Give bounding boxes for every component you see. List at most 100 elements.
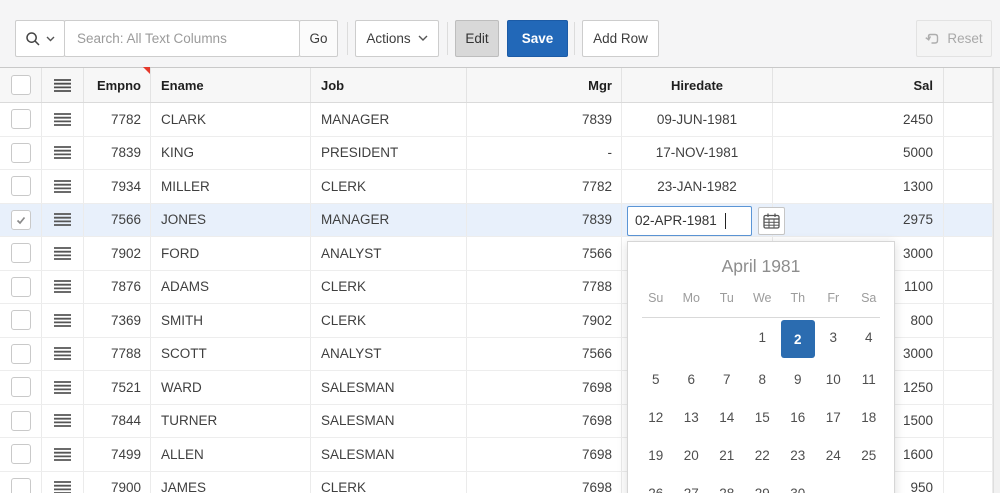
row-select-cell[interactable] <box>0 170 42 203</box>
cell-job[interactable]: CLERK <box>311 304 467 337</box>
day-cell[interactable]: 22 <box>754 447 770 463</box>
day-cell[interactable]: 24 <box>825 447 841 463</box>
cell-mgr[interactable]: 7839 <box>467 103 622 136</box>
row-checkbox[interactable] <box>10 444 31 465</box>
row-drag-cell[interactable] <box>42 304 84 337</box>
table-row[interactable]: 7782 CLARK MANAGER 7839 09-JUN-1981 2450 <box>0 103 993 137</box>
row-drag-cell[interactable] <box>42 103 84 136</box>
day-cell[interactable]: 30 <box>790 485 806 493</box>
cell-sal[interactable]: 1300 <box>773 170 944 203</box>
day-cell[interactable]: 23 <box>790 447 806 463</box>
row-checkbox[interactable] <box>10 243 31 264</box>
cell-empno[interactable]: 7566 <box>84 203 151 236</box>
cell-ename[interactable]: SMITH <box>151 304 311 337</box>
cell-sal[interactable]: 5000 <box>773 136 944 169</box>
row-select-cell[interactable] <box>0 471 42 493</box>
row-checkbox[interactable] <box>10 209 31 230</box>
row-drag-cell[interactable] <box>42 237 84 270</box>
cell-job[interactable]: SALESMAN <box>311 371 467 404</box>
row-checkbox[interactable] <box>10 343 31 364</box>
cell-hiredate[interactable]: 09-JUN-1981 <box>622 103 773 136</box>
row-checkbox[interactable] <box>10 176 31 197</box>
cell-ename[interactable]: SCOTT <box>151 337 311 370</box>
cell-mgr[interactable]: 7788 <box>467 270 622 303</box>
row-drag-cell[interactable] <box>42 270 84 303</box>
row-select-cell[interactable] <box>0 371 42 404</box>
cell-ename[interactable]: JAMES <box>151 471 311 493</box>
day-cell[interactable]: 14 <box>719 409 735 425</box>
day-cell[interactable]: 9 <box>793 371 802 387</box>
row-drag-cell[interactable] <box>42 371 84 404</box>
row-checkbox[interactable] <box>10 477 31 493</box>
day-cell[interactable]: 3 <box>829 329 837 345</box>
day-cell[interactable]: 7 <box>722 371 731 387</box>
select-all-header[interactable] <box>0 68 42 102</box>
cell-ename[interactable]: FORD <box>151 237 311 270</box>
cell-empno[interactable]: 7782 <box>84 103 151 136</box>
day-cell[interactable]: 8 <box>758 371 766 387</box>
row-drag-cell[interactable] <box>42 170 84 203</box>
cell-empno[interactable]: 7788 <box>84 337 151 370</box>
hiredate-edit-input[interactable] <box>627 205 752 236</box>
day-cell[interactable]: 20 <box>683 447 699 463</box>
row-select-cell[interactable] <box>0 438 42 471</box>
cell-mgr[interactable]: 7839 <box>467 203 622 236</box>
add-row-button[interactable]: Add Row <box>582 20 659 57</box>
column-header-sal[interactable]: Sal <box>773 68 944 102</box>
row-checkbox[interactable] <box>10 310 31 331</box>
save-button[interactable]: Save <box>507 20 568 57</box>
cell-empno[interactable]: 7521 <box>84 371 151 404</box>
reset-button[interactable]: Reset <box>916 20 992 57</box>
cell-job[interactable]: CLERK <box>311 170 467 203</box>
cell-mgr[interactable]: 7698 <box>467 471 622 493</box>
column-header-job[interactable]: Job <box>311 68 467 102</box>
row-select-cell[interactable] <box>0 404 42 437</box>
day-cell[interactable]: 15 <box>754 409 770 425</box>
row-drag-cell[interactable] <box>42 404 84 437</box>
day-cell[interactable]: 29 <box>754 485 770 493</box>
row-drag-cell[interactable] <box>42 337 84 370</box>
table-row[interactable]: 7934 MILLER CLERK 7782 23-JAN-1982 1300 <box>0 170 993 204</box>
cell-job[interactable]: PRESIDENT <box>311 136 467 169</box>
cell-ename[interactable]: TURNER <box>151 404 311 437</box>
column-header-mgr[interactable]: Mgr <box>467 68 622 102</box>
column-header-empno[interactable]: Empno <box>84 67 151 102</box>
day-cell[interactable]: 19 <box>648 447 664 463</box>
cell-job[interactable]: ANALYST <box>311 237 467 270</box>
day-cell[interactable]: 18 <box>861 409 877 425</box>
cell-mgr[interactable]: 7902 <box>467 304 622 337</box>
cell-ename[interactable]: CLARK <box>151 103 311 136</box>
row-select-cell[interactable] <box>0 237 42 270</box>
row-select-cell[interactable] <box>0 304 42 337</box>
row-select-cell[interactable] <box>0 103 42 136</box>
cell-ename[interactable]: ALLEN <box>151 438 311 471</box>
row-checkbox[interactable] <box>10 410 31 431</box>
cell-empno[interactable]: 7499 <box>84 438 151 471</box>
cell-job[interactable]: SALESMAN <box>311 404 467 437</box>
cell-mgr[interactable]: 7566 <box>467 237 622 270</box>
search-column-button[interactable] <box>15 20 65 57</box>
cell-sal[interactable]: 2450 <box>773 103 944 136</box>
cell-mgr[interactable]: - <box>467 136 622 169</box>
day-cell[interactable]: 13 <box>683 409 699 425</box>
day-cell[interactable]: 21 <box>719 447 735 463</box>
search-input[interactable] <box>64 20 300 57</box>
row-drag-cell[interactable] <box>42 203 84 236</box>
cell-job[interactable]: CLERK <box>311 270 467 303</box>
day-cell[interactable]: 1 <box>758 329 766 345</box>
row-checkbox[interactable] <box>10 142 31 163</box>
cell-empno[interactable]: 7844 <box>84 404 151 437</box>
cell-ename[interactable]: JONES <box>151 203 311 236</box>
day-cell[interactable]: 5 <box>651 371 660 387</box>
cell-empno[interactable]: 7902 <box>84 237 151 270</box>
cell-ename[interactable]: WARD <box>151 371 311 404</box>
day-cell[interactable]: 25 <box>861 447 877 463</box>
row-select-cell[interactable] <box>0 337 42 370</box>
cell-sal[interactable]: 1500 <box>773 404 944 437</box>
day-cell[interactable]: 6 <box>687 371 695 387</box>
row-actions-header[interactable] <box>42 68 84 102</box>
cell-empno[interactable]: 7839 <box>84 136 151 169</box>
row-select-cell[interactable] <box>0 270 42 303</box>
column-header-hiredate[interactable]: Hiredate <box>622 68 773 102</box>
